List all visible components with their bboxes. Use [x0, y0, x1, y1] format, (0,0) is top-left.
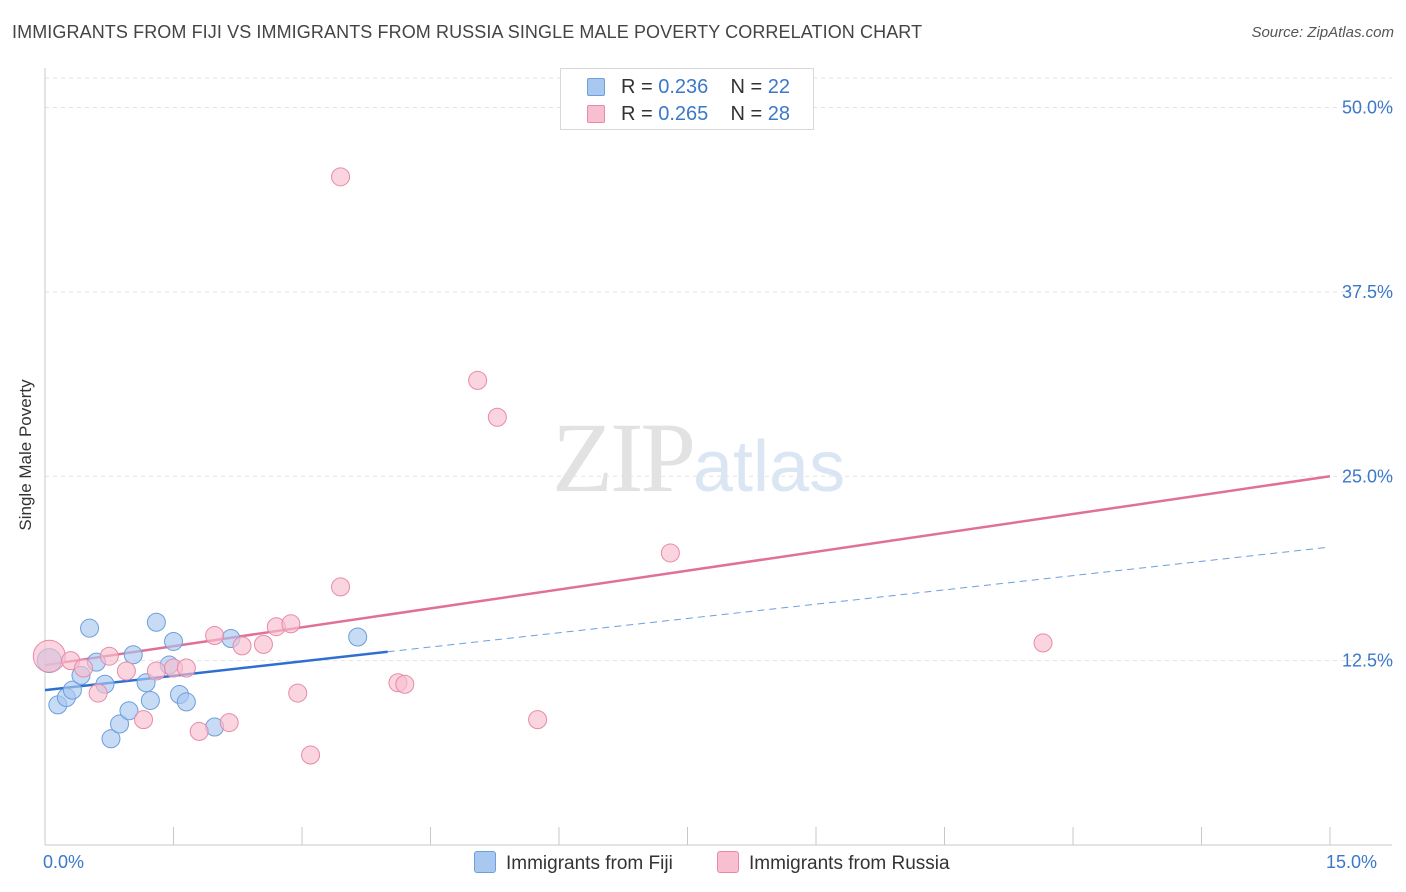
legend-n-label: N =: [730, 103, 763, 125]
data-point-russia: [1033, 633, 1053, 653]
y-axis-label: Single Male Poverty: [16, 379, 35, 531]
source-label: Source: ZipAtlas.com: [1251, 24, 1394, 41]
legend-swatch-russia: [587, 105, 605, 123]
data-point-fiji: [80, 618, 100, 638]
data-point-russia: [395, 674, 415, 694]
data-point-fiji: [348, 627, 368, 647]
legend-n-value: 28: [767, 103, 791, 125]
legend-swatch-fiji: [587, 78, 605, 96]
data-point-russia: [468, 370, 488, 390]
legend-n-value: 22: [767, 76, 791, 98]
data-point-fiji: [123, 645, 143, 665]
bottom-legend-fiji: Immigrants from Fiji: [474, 851, 673, 875]
bottom-legend-russia: Immigrants from Russia: [717, 851, 950, 875]
watermark: ZIPatlas: [552, 400, 845, 515]
legend-row-russia: R = 0.265 N = 28: [587, 103, 790, 127]
data-point-russia: [32, 639, 66, 673]
bottom-legend-swatch-russia: [717, 851, 739, 873]
bottom-legend-label-russia: Immigrants from Russia: [749, 853, 950, 874]
data-point-russia: [331, 577, 351, 597]
data-point-fiji: [119, 701, 139, 721]
data-point-fiji: [164, 631, 183, 651]
data-point-fiji: [140, 690, 160, 710]
data-point-russia: [134, 710, 154, 730]
watermark-atlas: atlas: [693, 427, 846, 507]
legend-r-value: 0.236: [658, 76, 709, 98]
data-point-russia: [99, 646, 119, 666]
data-point-russia: [301, 745, 321, 765]
trend-line-russia: [44, 475, 1331, 667]
data-point-fiji: [101, 729, 121, 749]
correlation-legend: R = 0.236 N = 22 R = 0.265 N = 28: [560, 68, 814, 130]
bottom-legend-swatch-fiji: [474, 851, 496, 873]
data-point-russia: [88, 683, 108, 703]
data-point-fiji: [176, 692, 196, 712]
data-point-russia: [219, 713, 239, 733]
trend-line-fiji-dashed: [387, 546, 1331, 653]
data-point-russia: [331, 167, 351, 187]
legend-r-label: R =: [621, 76, 653, 98]
data-point-russia: [253, 634, 273, 654]
x-tick-max: 15.0%: [1326, 852, 1378, 872]
y-tick-label: 37.5%: [1342, 282, 1393, 302]
bottom-legend-label-fiji: Immigrants from Fiji: [506, 853, 673, 874]
data-point-russia: [660, 543, 680, 563]
data-point-russia: [176, 658, 196, 678]
data-point-fiji: [110, 714, 130, 734]
legend-row-fiji: R = 0.236 N = 22: [587, 76, 790, 100]
data-point-russia: [528, 710, 548, 730]
y-tick-label: 50.0%: [1342, 98, 1393, 118]
y-tick-label: 12.5%: [1342, 651, 1393, 671]
data-point-russia: [74, 658, 94, 678]
data-point-russia: [288, 683, 308, 703]
legend-r-label: R =: [621, 103, 653, 125]
chart-title: IMMIGRANTS FROM FIJI VS IMMIGRANTS FROM …: [12, 22, 923, 42]
data-point-russia: [487, 407, 507, 427]
data-point-russia: [146, 661, 166, 681]
legend-r-value: 0.265: [658, 103, 709, 125]
y-tick-label: 25.0%: [1342, 466, 1393, 486]
data-point-russia: [205, 626, 225, 646]
watermark-zip: ZIP: [552, 402, 696, 513]
data-point-russia: [281, 614, 301, 634]
x-tick-min: 0.0%: [43, 852, 85, 872]
legend-n-label: N =: [730, 76, 763, 98]
data-point-russia: [232, 636, 252, 656]
data-point-fiji: [62, 680, 82, 700]
data-point-russia: [189, 721, 209, 741]
data-point-russia: [116, 661, 136, 681]
data-point-fiji: [146, 612, 166, 632]
